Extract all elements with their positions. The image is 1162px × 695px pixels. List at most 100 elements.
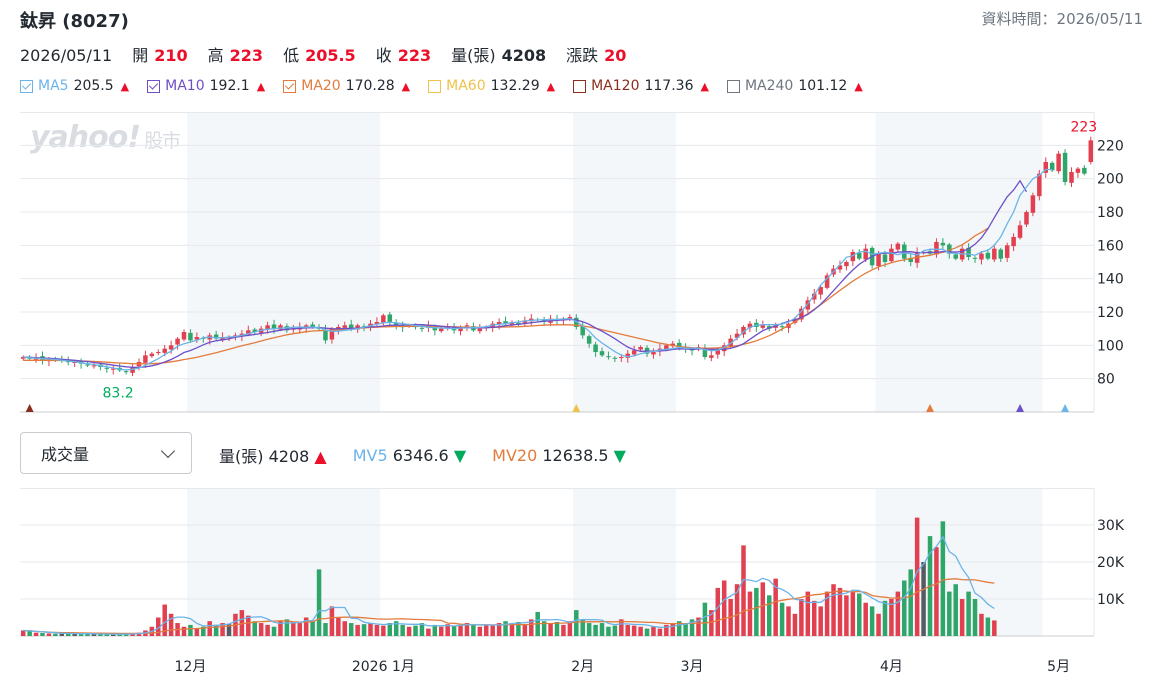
candle	[664, 345, 669, 350]
volume-bar	[651, 626, 656, 636]
volume-bar	[156, 617, 161, 636]
volume-bar	[683, 623, 688, 636]
checkbox-icon[interactable]	[573, 79, 587, 93]
volume-bar	[850, 591, 856, 636]
candle	[612, 357, 618, 359]
volume-bar	[709, 610, 714, 636]
indicator-select[interactable]: 成交量	[20, 432, 192, 474]
volume-bar	[484, 624, 489, 636]
x-tick-label: 3月	[681, 659, 704, 675]
vol-legend-item: 量(張) 4208 ▲	[219, 447, 327, 466]
candle	[323, 329, 328, 341]
ma-legend-ma20[interactable]: MA20 170.28 ▲	[283, 78, 410, 94]
checkbox-checked-icon[interactable]	[147, 79, 161, 93]
candle	[387, 314, 393, 322]
volume-bar	[400, 624, 405, 636]
shaded-period	[875, 112, 1043, 412]
volume-bar	[53, 633, 58, 636]
volume-bar	[760, 582, 766, 636]
volume-bar	[972, 599, 978, 636]
checkbox-checked-icon[interactable]	[20, 79, 33, 93]
event-marker-icon	[926, 404, 935, 412]
candle	[651, 352, 656, 355]
volume-bar	[303, 617, 309, 636]
shaded-period	[573, 112, 676, 412]
candle	[246, 330, 251, 335]
ma-legend: MA5 205.5 ▲ MA10 192.1 ▲ MA20 170.28 ▲ MA60 132.29…	[20, 78, 863, 94]
candle	[625, 353, 630, 358]
volume-bar	[554, 621, 560, 636]
candle	[709, 355, 714, 358]
volume-bar	[664, 624, 669, 636]
volume-bar	[811, 600, 817, 636]
quote-date: 2026/05/11	[20, 46, 113, 65]
candle	[1056, 153, 1061, 172]
candle	[992, 248, 997, 260]
volume-bar	[721, 580, 727, 636]
volume-bar	[644, 628, 650, 636]
volume-bar	[599, 623, 605, 636]
candle	[188, 332, 193, 341]
ma-legend-ma120[interactable]: MA120 117.36 ▲	[573, 78, 709, 94]
quote-low: 低 205.5	[283, 46, 356, 65]
volume-bar	[271, 626, 277, 636]
volume-bar	[20, 630, 26, 636]
candle	[715, 350, 721, 355]
volume-bar	[72, 633, 77, 636]
volume-bar	[65, 633, 71, 636]
candle	[503, 321, 508, 324]
volume-bar	[419, 623, 425, 636]
price-tick-label: 180	[1097, 205, 1124, 221]
volume-tick-label: 10K	[1097, 592, 1125, 608]
candle	[574, 317, 579, 327]
volume-bar	[458, 624, 463, 636]
price-tick-label: 100	[1097, 338, 1124, 354]
volume-bar	[902, 580, 907, 636]
volume-bar	[792, 613, 798, 636]
ma-legend-ma60[interactable]: MA60 132.29 ▲	[428, 78, 555, 94]
candle	[1075, 168, 1081, 173]
volume-bar	[27, 631, 32, 636]
candle	[876, 253, 881, 267]
candle	[355, 325, 360, 330]
candle	[979, 253, 984, 260]
volume-bar	[503, 621, 508, 636]
candle	[728, 338, 733, 347]
ma-legend-ma240[interactable]: MA240 101.12 ▲	[726, 78, 863, 94]
candle	[1011, 237, 1016, 247]
ma-legend-ma5[interactable]: MA5 205.5 ▲	[20, 78, 129, 94]
up-arrow-icon: ▲	[120, 79, 130, 93]
candle	[156, 352, 161, 353]
volume-bar	[869, 606, 875, 636]
ma-legend-ma10[interactable]: MA10 192.1 ▲	[147, 78, 265, 94]
candle	[149, 353, 155, 357]
chevron-down-icon	[160, 443, 176, 458]
volume-bar	[516, 621, 521, 636]
volume-bar	[130, 633, 135, 636]
volume-bar	[316, 569, 322, 636]
volume-bar	[612, 625, 618, 636]
volume-bar	[586, 623, 592, 636]
candle	[458, 327, 463, 332]
candle	[278, 325, 283, 330]
volume-bar	[188, 624, 193, 636]
candle	[1043, 162, 1049, 173]
candle	[895, 243, 901, 250]
candle	[20, 357, 26, 359]
checkbox-icon[interactable]	[428, 79, 442, 93]
checkbox-icon[interactable]	[726, 79, 740, 93]
volume-bar	[297, 623, 303, 636]
candle	[1082, 167, 1087, 174]
volume-bar	[361, 624, 367, 636]
volume-bar	[406, 626, 412, 636]
volume-chart[interactable]: 10K 20K 30K	[0, 488, 1162, 640]
candle	[741, 327, 746, 335]
volume-bar	[766, 595, 772, 636]
candle	[1017, 225, 1023, 238]
volume-bar	[844, 595, 849, 636]
down-arrow-icon: ▼	[613, 445, 626, 465]
volume-bar	[310, 621, 315, 636]
checkbox-checked-icon[interactable]	[283, 79, 297, 93]
candle	[213, 334, 219, 339]
